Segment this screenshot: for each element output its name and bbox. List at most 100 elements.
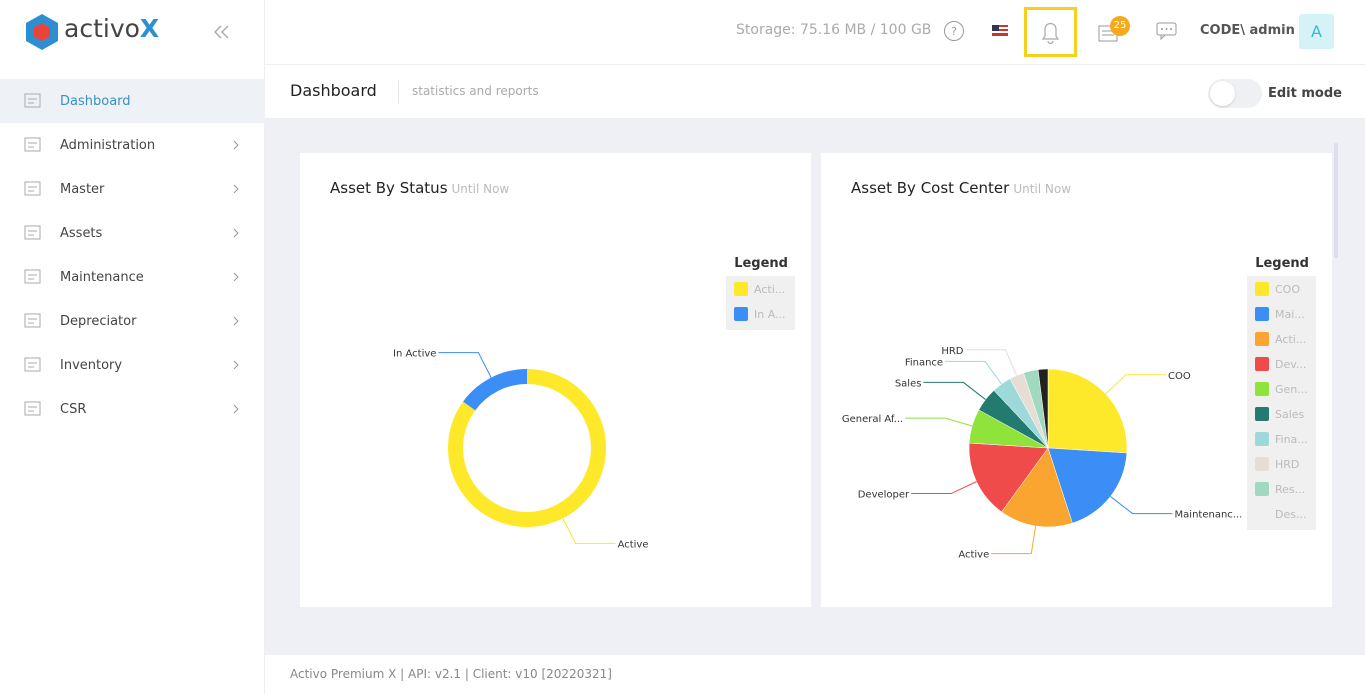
help-icon[interactable]: ?	[943, 20, 965, 42]
menu-label: Maintenance	[60, 269, 144, 285]
slice	[1047, 368, 1128, 454]
legend-title: Legend	[734, 256, 788, 271]
chevron	[233, 360, 239, 370]
legend-swatch	[1255, 482, 1269, 496]
icon-shape	[28, 318, 37, 324]
legend-swatch	[1255, 332, 1269, 346]
menu-item[interactable]: Inventory	[0, 343, 265, 387]
legend-label: Gen...	[1275, 383, 1308, 396]
storage: Storage: 75.16 MB / 100 GB	[736, 22, 932, 38]
leader-line	[923, 381, 986, 400]
legend-swatch	[1255, 357, 1269, 371]
chat-icon[interactable]	[1155, 21, 1179, 41]
menu-item[interactable]: Administration	[0, 123, 265, 167]
icon-shape	[24, 137, 41, 152]
chart-title: Asset By Status Until Now	[330, 179, 509, 197]
legend-label: In A...	[754, 308, 786, 321]
menu-icon	[24, 313, 41, 328]
slice-label: Active	[618, 539, 649, 550]
top-bar: Storage: 75.16 MB / 100 GB ? 25 CODE\ ad…	[265, 0, 1365, 65]
chart: Asset By Status Until Now Active In Active L…	[330, 179, 795, 550]
menu-item[interactable]: Assets	[0, 211, 265, 255]
user-name[interactable]: CODE\ admin	[1200, 23, 1295, 38]
slice	[1001, 447, 1073, 528]
legend-swatch	[1255, 307, 1269, 321]
leader-line	[991, 525, 1037, 555]
chevron-shape	[233, 316, 239, 326]
icon-shape	[28, 142, 37, 148]
leader-line	[1105, 374, 1166, 395]
menu-label: Dashboard	[60, 93, 131, 109]
legend-label: Sales	[1275, 408, 1305, 421]
chart-card: Asset By Cost Center Until Now COO Maintena…	[821, 153, 1332, 607]
menu-icon	[24, 269, 41, 284]
icon-shape	[24, 269, 41, 284]
menu-item[interactable]: CSR	[0, 387, 265, 431]
chevron-shape	[233, 228, 239, 238]
menu-label: Depreciator	[60, 313, 137, 329]
chevron-shape	[233, 140, 239, 150]
notification-button[interactable]	[1024, 7, 1077, 57]
chart: Asset By Cost Center Until Now COO Maintena…	[842, 179, 1316, 561]
legend-swatch	[734, 282, 748, 296]
legend-label: Dev...	[1275, 358, 1306, 371]
legend-label: COO	[1275, 283, 1300, 296]
bell-icon	[1041, 22, 1060, 45]
icon-shape	[28, 406, 37, 412]
legend-swatch	[734, 307, 748, 321]
menu-item[interactable]: Dashboard	[0, 79, 265, 123]
subtitle-text: Until Now	[1013, 182, 1071, 196]
legend-label: Acti...	[754, 283, 785, 296]
icon-shape	[28, 98, 37, 104]
leader-line	[911, 481, 977, 495]
svg-text:?: ?	[951, 25, 957, 38]
icon-shape	[24, 357, 41, 372]
title-text: Asset By Cost Center	[851, 179, 1010, 197]
chevron	[233, 228, 239, 238]
legend-label: Fina...	[1275, 433, 1308, 446]
chevron	[233, 404, 239, 414]
brand-text: activo	[64, 14, 140, 43]
footer: Activo Premium X | API: v2.1 | Client: v…	[265, 655, 1365, 694]
chevron	[233, 272, 239, 282]
legend-swatch	[1255, 432, 1269, 446]
sidebar: activoX Dashboard Administration Master Ass…	[0, 0, 265, 694]
edit-toggle[interactable]	[1208, 79, 1262, 108]
chevron-shape	[233, 404, 239, 414]
legend-swatch	[1255, 407, 1269, 421]
menu-label: Administration	[60, 137, 156, 153]
menu-icon	[24, 137, 41, 152]
flag-icon[interactable]	[992, 25, 1008, 36]
menu-label: Master	[60, 181, 105, 197]
chevron-shape	[233, 360, 239, 370]
slice-label: Maintenanc...	[1175, 510, 1243, 521]
menu-item[interactable]: Maintenance	[0, 255, 265, 299]
legend-swatch	[1255, 507, 1269, 521]
menu-icon	[24, 225, 41, 240]
leader-line	[905, 417, 973, 427]
menu-icon	[24, 93, 41, 108]
sub-header: Dashboard statistics and reports Edit mo…	[265, 65, 1365, 118]
badge: 25	[1110, 16, 1130, 36]
legend-label: Mai...	[1275, 308, 1305, 321]
menu-item[interactable]: Master	[0, 167, 265, 211]
legend-label: Des...	[1275, 508, 1306, 521]
icon-shape	[28, 362, 37, 368]
legend-swatch	[1255, 457, 1269, 471]
icon-shape	[28, 274, 37, 280]
slice	[463, 369, 527, 411]
avatar[interactable]: A	[1299, 14, 1334, 49]
menu-icon	[24, 401, 41, 416]
page-subtitle: statistics and reports	[412, 84, 539, 98]
menu-icon	[24, 357, 41, 372]
leader-line	[438, 352, 492, 378]
slice	[968, 442, 1049, 513]
menu-item[interactable]: Depreciator	[0, 299, 265, 343]
legend-label: Res...	[1275, 483, 1305, 496]
chevron	[233, 316, 239, 326]
icon-shape	[24, 313, 41, 328]
legend-label: HRD	[1275, 458, 1299, 471]
collapse-button[interactable]	[212, 24, 230, 40]
leader-line	[965, 349, 1018, 376]
